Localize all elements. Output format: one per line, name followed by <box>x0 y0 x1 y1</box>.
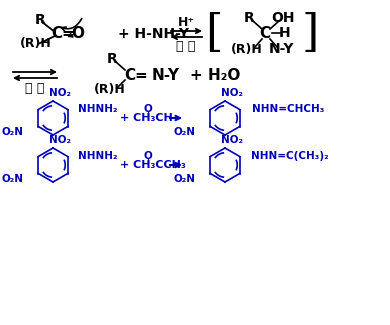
Text: NO₂: NO₂ <box>221 135 243 145</box>
Text: + H-NH-Y: + H-NH-Y <box>118 27 189 41</box>
Text: (R)H: (R)H <box>20 37 52 50</box>
Text: [: [ <box>205 11 223 55</box>
Text: R: R <box>35 13 45 27</box>
Text: OH: OH <box>271 11 295 25</box>
Text: C: C <box>124 68 136 83</box>
Text: R: R <box>106 52 117 66</box>
Text: N-Y: N-Y <box>152 68 180 83</box>
Text: O: O <box>144 151 152 161</box>
Text: O: O <box>144 104 152 114</box>
Text: + CH₃CCH₃: + CH₃CCH₃ <box>120 160 186 170</box>
Text: C: C <box>51 25 62 41</box>
Text: H: H <box>279 26 291 40</box>
Text: NHN=CHCH₃: NHN=CHCH₃ <box>252 104 324 114</box>
Text: 消 除: 消 除 <box>25 82 45 95</box>
Text: + H₂O: + H₂O <box>190 68 240 83</box>
Text: O: O <box>71 25 85 41</box>
Text: (R)H: (R)H <box>231 43 263 56</box>
Text: O₂N: O₂N <box>173 127 195 137</box>
Text: NO₂: NO₂ <box>49 135 71 145</box>
Text: O₂N: O₂N <box>1 127 23 137</box>
Text: + CH₃CH: + CH₃CH <box>120 113 173 123</box>
Text: NHN=C(CH₃)₂: NHN=C(CH₃)₂ <box>251 151 329 161</box>
Text: N-Y: N-Y <box>269 42 295 56</box>
Text: R: R <box>244 11 254 25</box>
Text: NO₂: NO₂ <box>221 88 243 98</box>
Text: O₂N: O₂N <box>1 174 23 184</box>
Text: ]: ] <box>301 11 319 55</box>
Text: =: = <box>135 68 147 83</box>
Text: NHNH₂: NHNH₂ <box>78 151 118 161</box>
Text: O₂N: O₂N <box>173 174 195 184</box>
Text: =: = <box>62 25 74 41</box>
Text: NHNH₂: NHNH₂ <box>78 104 118 114</box>
Text: H⁺: H⁺ <box>177 17 195 30</box>
Text: NO₂: NO₂ <box>49 88 71 98</box>
Text: 加 成: 加 成 <box>176 41 196 54</box>
Text: C: C <box>259 27 271 42</box>
Text: (R)H: (R)H <box>94 84 126 97</box>
